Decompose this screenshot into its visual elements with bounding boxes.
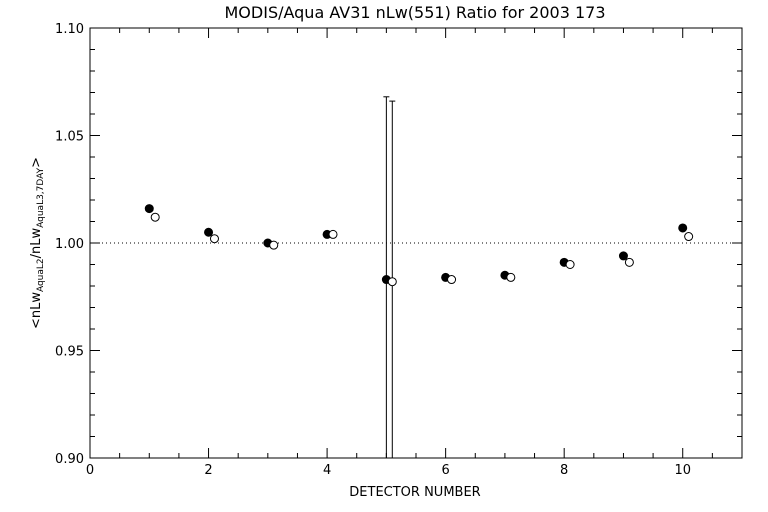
y-label-sub1: AquaL2 xyxy=(36,258,46,292)
y-tick-label: 0.95 xyxy=(55,345,84,360)
filled-data-point xyxy=(678,223,688,233)
open-data-point xyxy=(565,260,575,269)
axis-ticks xyxy=(89,27,742,459)
y-label-sub2: AquaL3,7DAY xyxy=(36,167,46,227)
y-label-suffix: > xyxy=(29,157,44,168)
y-tick-label: 0.90 xyxy=(55,452,84,467)
open-data-point xyxy=(150,212,160,222)
filled-data-point xyxy=(144,204,154,214)
y-tick-label: 1.10 xyxy=(55,22,84,37)
y-tick-label: 1.05 xyxy=(55,130,84,145)
y-label-prefix: <nLw xyxy=(29,292,44,329)
open-data-point xyxy=(506,272,516,282)
y-axis-label: <nLwAquaL2/nLwAquaL3,7DAY> xyxy=(29,157,46,329)
open-data-point xyxy=(684,232,694,242)
data-points xyxy=(144,204,694,287)
axis-tick-labels: 0 2 4 6 8 10 0.90 0.95 1.00 1.05 1.10 xyxy=(55,22,691,478)
x-tick-label: 0 xyxy=(86,463,94,478)
x-tick-label: 10 xyxy=(674,463,691,478)
y-tick-label: 1.00 xyxy=(55,237,84,252)
filled-data-point xyxy=(618,251,628,261)
chart-title: MODIS/Aqua AV31 nLw(551) Ratio for 2003 … xyxy=(225,3,606,22)
filled-data-point xyxy=(204,227,214,237)
x-tick-label: 2 xyxy=(204,463,212,478)
open-data-point xyxy=(269,240,279,250)
open-data-point xyxy=(447,275,457,285)
plot-frame xyxy=(89,27,743,459)
y-label-mid: /nLw xyxy=(29,227,44,258)
x-tick-label: 4 xyxy=(323,463,331,478)
x-tick-label: 8 xyxy=(560,463,568,478)
open-data-point xyxy=(624,257,634,267)
x-axis-label: DETECTOR NUMBER xyxy=(349,485,480,500)
open-data-point xyxy=(209,234,219,244)
open-data-point xyxy=(328,229,338,239)
x-tick-label: 6 xyxy=(441,463,449,478)
open-data-point xyxy=(387,277,397,287)
